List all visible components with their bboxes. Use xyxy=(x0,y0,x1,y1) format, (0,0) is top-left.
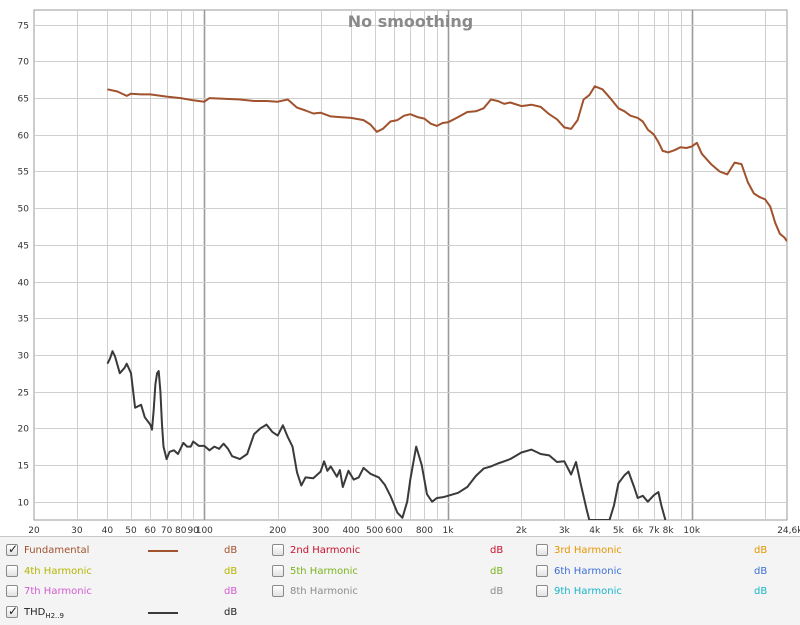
legend-item-fundamental: Fundamental dB xyxy=(0,541,265,561)
chart-svg: 75 70 65 60 55 50 45 40 35 30 25 20 15 10 20 30 40 50 60 70… xyxy=(18,9,800,535)
x-tick-label: 20 xyxy=(28,526,40,535)
x-tick-label: 6k xyxy=(632,526,644,535)
y-tick-label: 70 xyxy=(18,58,30,68)
y-tick-label: 15 xyxy=(18,462,29,472)
legend-label: 3rd Harmonic xyxy=(554,545,622,556)
legend-unit: dB xyxy=(754,586,768,597)
legend-item-6th-harmonic: 6th Harmonic dB xyxy=(530,562,795,582)
legend-label: 8th Harmonic xyxy=(290,586,358,597)
legend-label: 7th Harmonic xyxy=(24,586,92,597)
legend-unit: dB xyxy=(490,545,504,556)
legend-label: 2nd Harmonic xyxy=(290,545,361,556)
x-tick-label: 24,6k Hz xyxy=(777,526,800,535)
checkbox-6th-harmonic[interactable] xyxy=(536,564,548,577)
checkbox-9th-harmonic[interactable] xyxy=(536,585,548,597)
legend-label: 5th Harmonic xyxy=(290,565,358,577)
legend-item-7th-harmonic: 7th Harmonic dB xyxy=(0,582,265,602)
x-tick-label: 300 xyxy=(312,526,329,535)
legend-item-thd: THDH2..9 dB xyxy=(0,603,265,623)
legend-label: THDH2..9 xyxy=(24,606,64,620)
x-tick-label: 80 xyxy=(175,526,187,535)
legend-label: 9th Harmonic xyxy=(554,586,622,597)
legend-unit: dB xyxy=(224,545,238,556)
x-tick-label: 50 xyxy=(125,526,137,535)
legend-row: THDH2..9 dB xyxy=(0,603,800,623)
checkbox-3rd-harmonic[interactable] xyxy=(536,544,548,556)
y-tick-label: 60 xyxy=(18,132,30,142)
legend-unit: dB xyxy=(754,545,768,556)
x-tick-label: 60 xyxy=(145,526,157,535)
y-tick-label: 50 xyxy=(18,205,30,215)
legend-unit: dB xyxy=(490,586,504,597)
x-tick-label: 800 xyxy=(416,526,433,535)
checkbox-4th-harmonic[interactable] xyxy=(6,564,18,577)
legend-label-subscript: H2..9 xyxy=(45,611,64,620)
checkbox-5th-harmonic[interactable] xyxy=(272,564,284,577)
chart-area: 75 70 65 60 55 50 45 40 35 30 25 20 15 10 20 30 40 50 60 70… xyxy=(18,9,800,535)
y-tick-label: 65 xyxy=(18,95,29,105)
legend-item-2nd-harmonic: 2nd Harmonic dB xyxy=(266,541,531,561)
x-tick-label: 3k xyxy=(559,526,571,535)
checkbox-fundamental[interactable] xyxy=(6,542,18,556)
x-tick-label: 2k xyxy=(516,526,528,535)
x-tick-label: 7k xyxy=(649,526,661,535)
series-line-fundamental xyxy=(107,85,787,242)
legend-label: 6th Harmonic xyxy=(554,565,622,577)
legend-row: 7th Harmonic dB 8th Harmonic dB 9th Harmonic… xyxy=(0,582,800,602)
x-tick-label: 600 xyxy=(385,526,402,535)
legend-label: 4th Harmonic xyxy=(24,565,92,577)
x-tick-label: 5k xyxy=(613,526,625,535)
legend-item-3rd-harmonic: 3rd Harmonic dB xyxy=(530,541,795,561)
y-tick-label: 20 xyxy=(18,425,30,435)
legend-panel: Fundamental dB 2nd Harmonic dB 3rd Harmonic d… xyxy=(0,536,800,625)
y-tick-label: 25 xyxy=(18,389,29,399)
x-tick-label: 70 xyxy=(161,526,173,535)
checkbox-thd[interactable] xyxy=(6,604,18,618)
x-tick-label: 30 xyxy=(71,526,83,535)
y-tick-label: 55 xyxy=(18,168,29,178)
x-tick-label: 400 xyxy=(342,526,359,535)
legend-item-5th-harmonic: 5th Harmonic dB xyxy=(266,562,531,582)
x-tick-label: 500 xyxy=(366,526,383,535)
x-tick-label: 4k xyxy=(589,526,601,535)
legend-line-swatch xyxy=(148,611,178,614)
series-line-thd xyxy=(106,350,667,520)
legend-item-8th-harmonic: 8th Harmonic dB xyxy=(266,582,531,602)
x-tick-label: 40 xyxy=(102,526,114,535)
legend-unit: dB xyxy=(224,606,238,618)
legend-item-9th-harmonic: 9th Harmonic dB xyxy=(530,582,795,602)
legend-line-swatch xyxy=(148,550,178,552)
y-tick-label: 40 xyxy=(18,279,30,289)
legend-unit: dB xyxy=(754,565,768,577)
y-tick-label: 45 xyxy=(18,242,29,252)
legend-unit: dB xyxy=(490,565,504,577)
x-tick-label: 90 xyxy=(187,526,199,535)
legend-unit: dB xyxy=(224,586,238,597)
checkbox-8th-harmonic[interactable] xyxy=(272,585,284,597)
y-tick-label: 35 xyxy=(18,315,29,325)
series-group xyxy=(106,85,787,520)
legend-item-4th-harmonic: 4th Harmonic dB xyxy=(0,562,265,582)
x-tick-label: 8k xyxy=(663,526,675,535)
x-tick-label: 10k xyxy=(683,526,700,535)
x-tick-label: 200 xyxy=(269,526,286,535)
checkbox-2nd-harmonic[interactable] xyxy=(272,544,284,556)
checkbox-7th-harmonic[interactable] xyxy=(6,585,18,597)
legend-row: 4th Harmonic dB 5th Harmonic dB 6th Harmonic… xyxy=(0,562,800,582)
legend-row: Fundamental dB 2nd Harmonic dB 3rd Harmonic d… xyxy=(0,541,800,561)
chart-title: No smoothing xyxy=(348,12,474,31)
y-tick-label: 30 xyxy=(18,352,30,362)
y-tick-label: 10 xyxy=(18,499,30,509)
legend-label: Fundamental xyxy=(24,545,90,556)
legend-unit: dB xyxy=(224,565,238,577)
y-tick-label: 75 xyxy=(18,22,29,32)
x-tick-label: 1k xyxy=(443,526,455,535)
x-tick-label: 100 xyxy=(196,526,213,535)
